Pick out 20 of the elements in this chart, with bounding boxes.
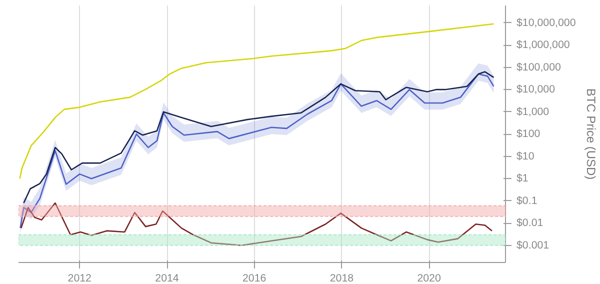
y-tick-label: $10,000,000 <box>516 16 576 29</box>
x-tick-label: 2018 <box>330 272 354 284</box>
x-tick-label: 2012 <box>68 272 92 284</box>
y-tick-label: $0.01 <box>516 217 544 230</box>
y-tick-label: $1,000 <box>516 106 550 118</box>
y-tick-label: $0.001 <box>516 239 550 252</box>
x-tick-label: 2016 <box>242 272 266 284</box>
y-tick-label: $1 <box>516 172 528 185</box>
line-series <box>23 71 494 204</box>
x-tick-label: 2020 <box>417 272 441 284</box>
y-tick-label: $100 <box>516 128 540 140</box>
line-series <box>20 202 493 246</box>
y-tick-label: $10 <box>516 150 534 162</box>
y-tick-label: $10,000 <box>516 84 556 96</box>
x-tick-label: 2014 <box>155 272 179 284</box>
y-tick-label: $0.1 <box>516 194 538 207</box>
y-tick-label: $100,000 <box>516 61 562 74</box>
y-axis-title: BTC Price (USD) <box>584 88 598 180</box>
line-series <box>19 23 494 180</box>
y-tick-label: $1,000,000 <box>516 39 570 52</box>
